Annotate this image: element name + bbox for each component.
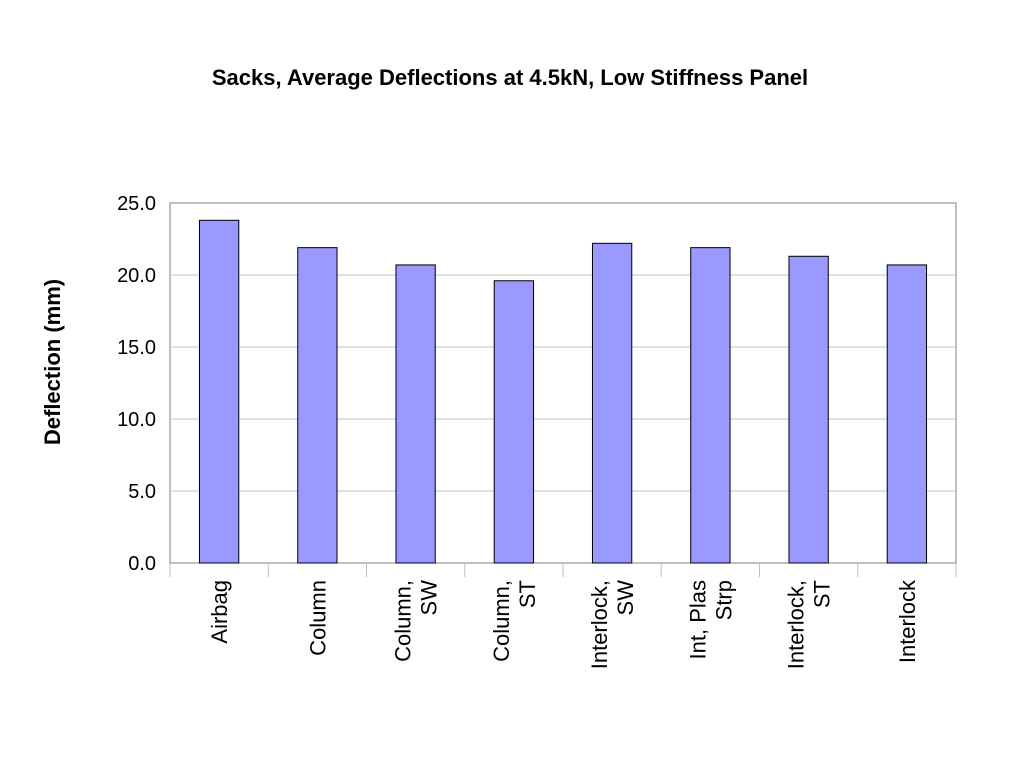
category-label-line: Column (305, 580, 330, 656)
category-labels: Airbag Column Column, SW Column, ST Interlock,… (207, 579, 920, 669)
category-label-line: Column, (489, 580, 514, 662)
category-label: Int, Plas Strp (685, 580, 736, 659)
category-label-line: ST (515, 580, 540, 608)
y-tick-label: 15.0 (117, 337, 156, 359)
category-label: Interlock, SW (587, 580, 638, 669)
y-tick-label: 5.0 (128, 481, 156, 503)
category-label-line: Interlock (895, 579, 920, 663)
category-label-line: Interlock, (587, 580, 612, 669)
category-label-line: Interlock, (784, 580, 809, 669)
bar (591, 242, 633, 564)
category-label-line: Airbag (207, 580, 232, 644)
category-label: Column, SW (391, 580, 442, 662)
y-axis-label: Deflection (mm) (40, 279, 65, 445)
bar (690, 247, 731, 564)
category-label: Interlock, ST (784, 580, 835, 669)
chart-title: Sacks, Average Deflections at 4.5kN, Low… (212, 65, 808, 90)
bars (198, 219, 928, 564)
y-tick-labels: 0.0 5.0 10.0 15.0 20.0 25.0 (117, 193, 156, 575)
bar (886, 264, 928, 564)
y-tick-label: 0.0 (128, 553, 156, 575)
category-label: Column (305, 580, 330, 656)
bar (395, 264, 436, 564)
y-tick-label: 25.0 (117, 193, 156, 215)
bar (493, 280, 535, 564)
x-axis-ticks (169, 563, 957, 577)
category-label-line: Column, (391, 580, 416, 662)
bar (788, 255, 829, 564)
category-label-line: Int, Plas (685, 580, 710, 659)
bar (297, 247, 338, 564)
category-label-line: SW (417, 580, 442, 616)
category-label: Airbag (207, 580, 232, 644)
category-label: Column, ST (489, 580, 540, 662)
category-label-line: ST (810, 580, 835, 608)
y-tick-label: 20.0 (117, 265, 156, 287)
bar (198, 219, 240, 564)
category-label-line: Strp (711, 580, 736, 620)
y-tick-label: 10.0 (117, 409, 156, 431)
category-label-line: SW (613, 580, 638, 616)
category-label: Interlock (895, 579, 920, 663)
plot-area (169, 202, 957, 564)
